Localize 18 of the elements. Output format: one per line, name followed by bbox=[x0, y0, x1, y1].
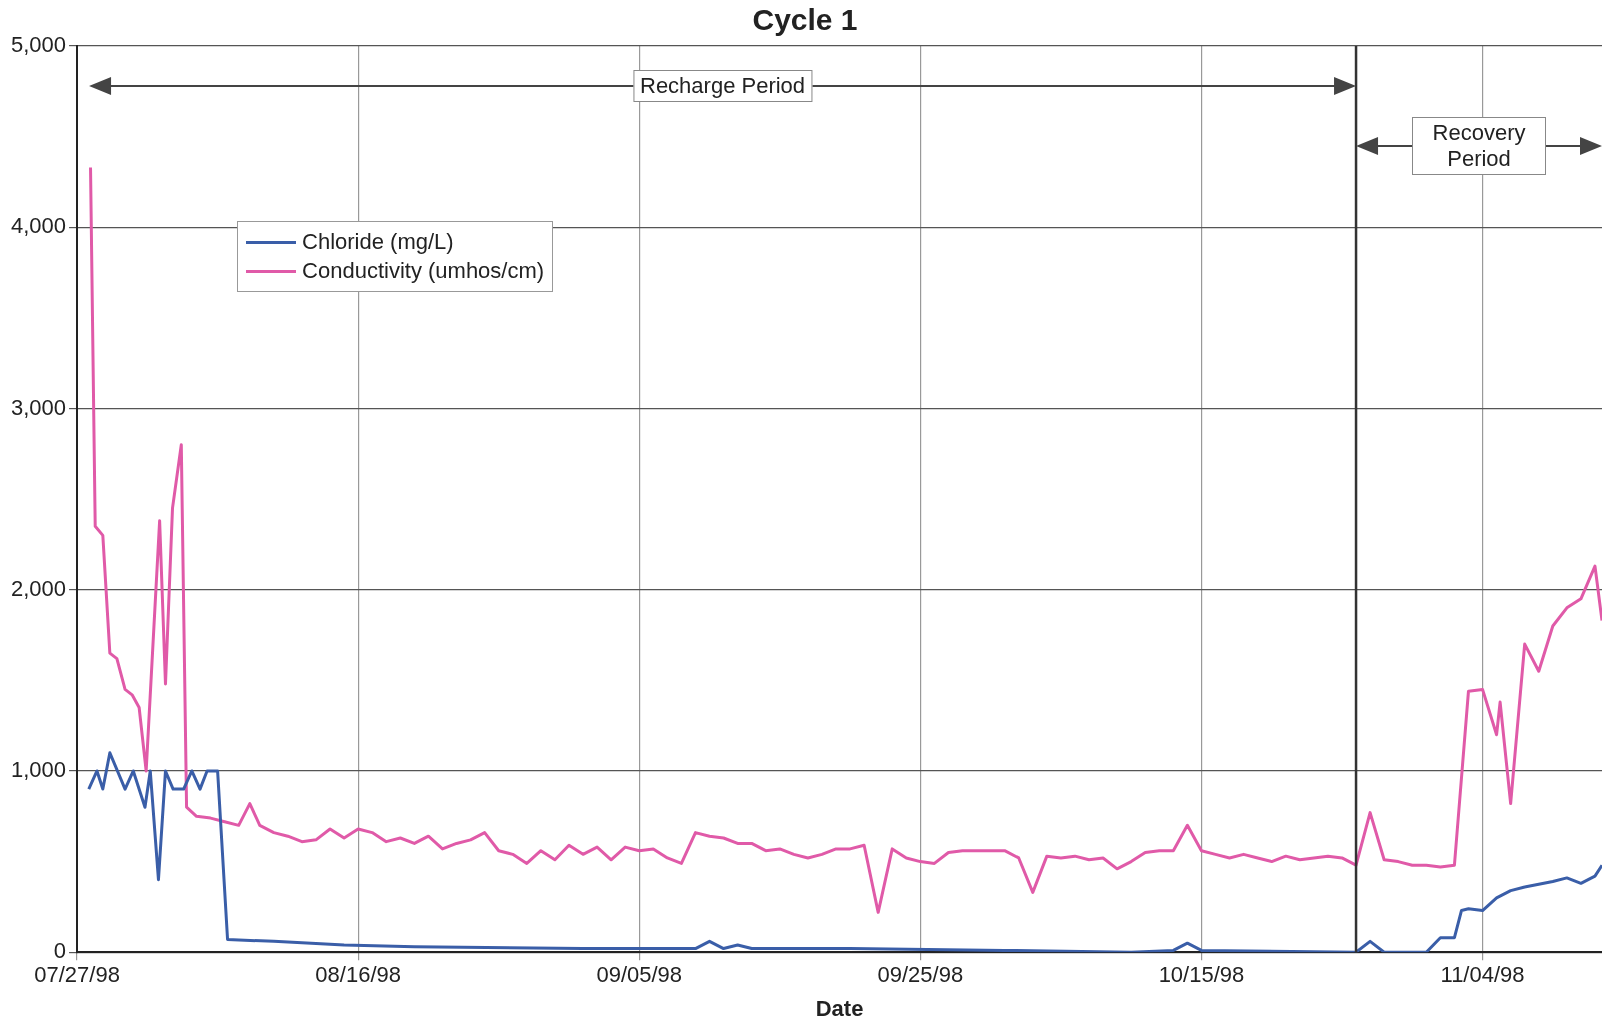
y-tick-label: 2,000 bbox=[10, 575, 67, 601]
x-tick-label: 08/16/98 bbox=[315, 962, 401, 988]
x-axis-title: Date bbox=[815, 995, 864, 1021]
x-tick-label: 07/27/98 bbox=[34, 962, 120, 988]
y-tick-label: 1,000 bbox=[10, 757, 67, 783]
y-tick-label: 4,000 bbox=[10, 213, 67, 239]
legend-label: Chloride (mg/L) bbox=[302, 229, 454, 255]
y-tick-label: 3,000 bbox=[10, 394, 67, 420]
annotation: Recharge Period bbox=[632, 70, 813, 102]
x-tick-label: 09/25/98 bbox=[877, 962, 964, 988]
annotation: Recovery Period bbox=[1412, 117, 1547, 175]
y-tick-label: 0 bbox=[53, 938, 67, 964]
chart-title: Cycle 1 bbox=[752, 3, 858, 37]
x-tick-label: 10/15/98 bbox=[1158, 962, 1245, 988]
x-tick-label: 11/04/98 bbox=[1440, 962, 1525, 988]
x-tick-label: 09/05/98 bbox=[596, 962, 683, 988]
legend-label: Conductivity (umhos/cm) bbox=[302, 258, 545, 284]
y-tick-label: 5,000 bbox=[10, 32, 67, 58]
